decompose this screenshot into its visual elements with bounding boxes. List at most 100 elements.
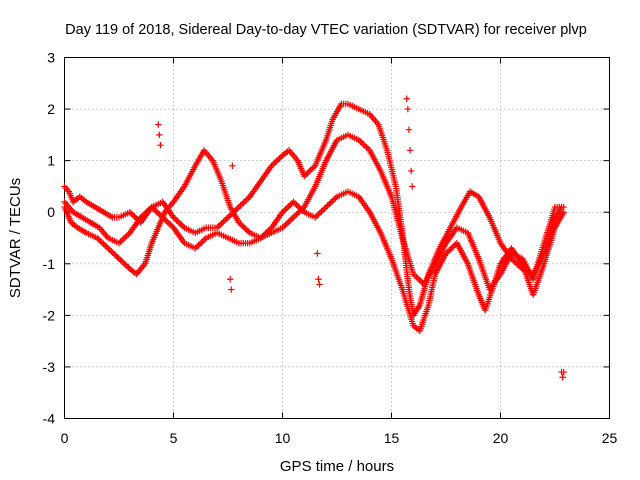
data-point xyxy=(360,141,367,148)
data-point xyxy=(174,218,182,225)
data-point xyxy=(117,238,124,245)
x-tick-label: 15 xyxy=(384,430,400,446)
y-tick-label: 0 xyxy=(47,204,55,220)
data-point xyxy=(167,221,174,228)
data-point xyxy=(321,205,328,212)
data-point xyxy=(417,278,425,285)
data-point xyxy=(307,167,314,174)
data-point xyxy=(304,169,311,177)
data-point xyxy=(403,95,410,102)
data-point xyxy=(220,218,227,225)
data-point xyxy=(291,200,299,207)
data-point xyxy=(326,200,333,208)
data-point xyxy=(101,242,109,249)
data-point xyxy=(108,248,115,255)
data-point xyxy=(122,261,129,268)
data-point xyxy=(273,158,280,165)
data-point xyxy=(290,198,297,206)
data-point xyxy=(115,255,123,262)
data-point xyxy=(282,206,289,213)
y-tick-label: -4 xyxy=(43,411,56,427)
data-point xyxy=(196,240,204,248)
data-point xyxy=(560,368,567,376)
data-point xyxy=(123,232,130,239)
data-point xyxy=(414,275,422,282)
x-tick-label: 0 xyxy=(61,430,69,446)
x-tick-label: 20 xyxy=(493,430,509,446)
data-point xyxy=(114,253,121,261)
data-point xyxy=(560,209,567,216)
y-tick-label: 1 xyxy=(47,153,55,169)
data-point xyxy=(285,218,292,225)
x-tick-label: 10 xyxy=(275,430,291,446)
data-point xyxy=(406,147,414,154)
data-point xyxy=(243,226,250,234)
data-point xyxy=(164,218,171,225)
data-point xyxy=(316,209,324,217)
data-point xyxy=(156,131,163,139)
data-point xyxy=(283,204,291,211)
data-point xyxy=(228,286,235,293)
data-point xyxy=(449,244,456,251)
x-tick-label: 25 xyxy=(602,430,618,446)
data-point xyxy=(243,196,250,203)
data-point xyxy=(293,211,300,218)
data-point xyxy=(157,141,164,149)
data-point xyxy=(112,252,120,259)
data-point xyxy=(241,197,249,205)
data-point xyxy=(308,165,316,172)
data-point xyxy=(238,222,246,229)
axis-ticks xyxy=(64,57,610,419)
data-point xyxy=(447,245,454,253)
data-point xyxy=(198,239,205,246)
data-point xyxy=(413,273,420,281)
data-point xyxy=(316,281,323,288)
data-points xyxy=(61,95,567,381)
data-point xyxy=(288,215,296,223)
data-point xyxy=(223,215,230,223)
data-point xyxy=(404,105,412,113)
x-axis-title: GPS time / hours xyxy=(280,458,394,475)
data-point xyxy=(240,223,247,231)
data-point xyxy=(97,237,104,245)
data-point xyxy=(153,208,160,215)
data-point xyxy=(559,374,566,381)
plot-frame xyxy=(64,57,610,419)
data-point xyxy=(176,220,183,227)
data-point xyxy=(274,156,282,164)
data-point xyxy=(109,249,116,256)
chart-title: Day 119 of 2018, Sidereal Day-to-day VTE… xyxy=(65,22,587,38)
data-point xyxy=(409,183,416,190)
data-point xyxy=(285,203,292,210)
data-point xyxy=(329,197,336,205)
data-point xyxy=(173,217,180,224)
data-point xyxy=(363,144,370,151)
data-point xyxy=(155,121,162,128)
data-point xyxy=(318,208,325,215)
data-point xyxy=(237,202,244,209)
data-point xyxy=(291,212,299,220)
data-point xyxy=(120,259,127,267)
data-point xyxy=(217,221,224,228)
data-point xyxy=(224,214,232,221)
data-point xyxy=(103,243,110,251)
data-point xyxy=(154,209,162,217)
data-point xyxy=(218,220,225,227)
data-point xyxy=(322,203,330,211)
data-point xyxy=(120,235,127,242)
data-point xyxy=(293,201,300,209)
data-point xyxy=(238,200,246,208)
data-point xyxy=(330,196,338,203)
data-point xyxy=(122,234,129,241)
data-point xyxy=(193,243,201,251)
data-point xyxy=(287,217,294,224)
data-point xyxy=(405,126,413,133)
data-point xyxy=(226,276,234,283)
data-point xyxy=(416,276,423,284)
data-point xyxy=(215,223,222,230)
data-point xyxy=(327,199,334,206)
data-point xyxy=(287,201,294,209)
data-point xyxy=(178,221,185,228)
data-point xyxy=(117,256,124,264)
data-point xyxy=(283,220,291,227)
